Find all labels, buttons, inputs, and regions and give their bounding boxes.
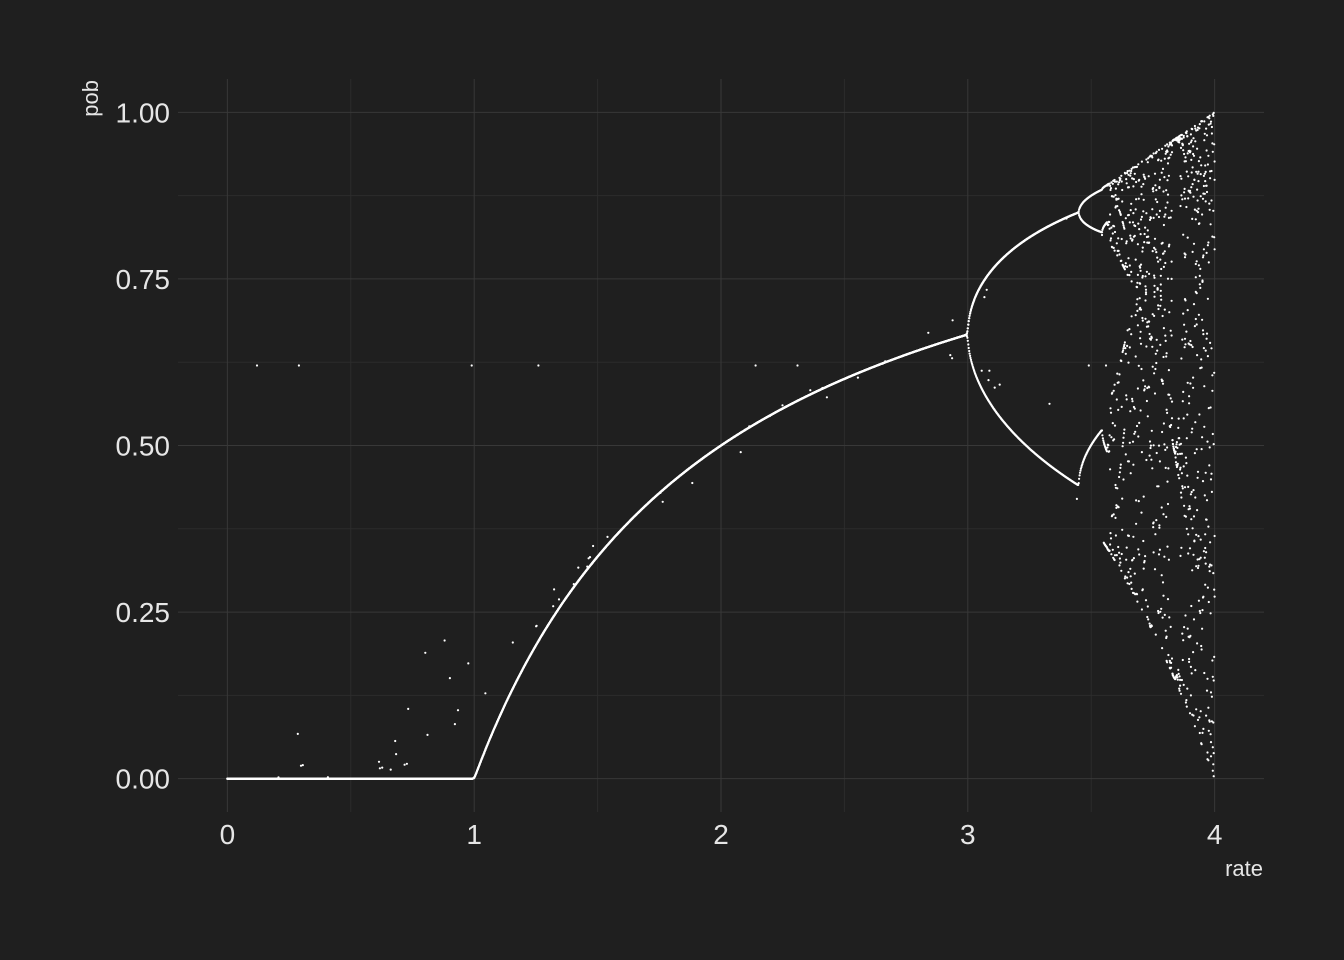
data-point <box>951 319 954 322</box>
data-point <box>448 677 451 680</box>
data-point <box>377 760 381 763</box>
data-point <box>949 354 952 357</box>
data-point <box>951 357 954 360</box>
data-point <box>856 376 860 379</box>
data-point <box>381 766 384 769</box>
data-point <box>927 331 930 334</box>
data-points <box>226 111 1216 780</box>
data-point <box>467 662 470 665</box>
data-point <box>407 707 410 711</box>
data-point <box>453 723 456 726</box>
data-point <box>592 544 595 548</box>
data-point <box>403 763 406 766</box>
data-point <box>443 639 446 642</box>
data-point <box>557 598 561 601</box>
data-point <box>426 733 429 737</box>
data-point <box>535 624 538 627</box>
data-point <box>781 404 784 407</box>
data-point <box>296 732 299 736</box>
data-point <box>739 451 742 454</box>
data-point <box>301 764 304 767</box>
data-point <box>456 709 460 712</box>
data-point <box>405 762 408 765</box>
data-point <box>424 651 427 654</box>
data-point <box>511 641 514 644</box>
data-point <box>389 768 392 771</box>
data-point <box>552 605 555 608</box>
data-point <box>825 396 829 399</box>
data-point <box>588 556 592 559</box>
data-point <box>394 739 397 743</box>
data-point <box>484 692 487 695</box>
data-point <box>577 566 580 569</box>
data-point <box>395 753 398 756</box>
data-point <box>661 500 664 503</box>
data-point <box>809 389 812 392</box>
data-point <box>606 535 609 539</box>
data-point <box>378 767 381 770</box>
data-point <box>553 588 556 591</box>
data-point <box>299 764 303 767</box>
data-point <box>691 481 694 485</box>
